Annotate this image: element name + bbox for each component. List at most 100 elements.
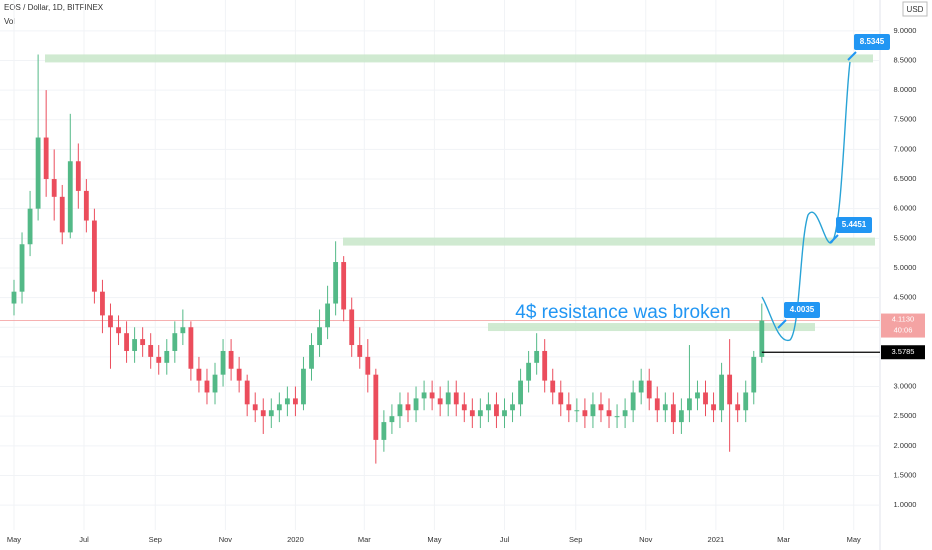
level-label: 8.5345 xyxy=(860,37,885,46)
candle-body xyxy=(759,320,765,357)
candle-body xyxy=(429,392,435,399)
y-tick-label: 5.0000 xyxy=(894,263,917,272)
candle-body xyxy=(284,398,290,405)
y-tick-label: 4.5000 xyxy=(894,293,917,302)
marked-price-tag xyxy=(881,345,925,360)
level-label: 5.4451 xyxy=(842,220,867,229)
candle-body xyxy=(510,404,515,411)
candle-body xyxy=(566,404,572,411)
x-tick-label: May xyxy=(847,535,861,544)
candle-body xyxy=(743,392,749,411)
candle-body xyxy=(43,137,49,180)
candle-body xyxy=(341,262,347,310)
candle-body xyxy=(124,333,129,351)
y-tick-label: 5.5000 xyxy=(894,233,917,242)
candle-body xyxy=(19,244,25,292)
projection-curve xyxy=(761,61,851,341)
candle-body xyxy=(51,179,57,197)
annotation: 4$ resistance was broken xyxy=(515,302,730,323)
level-callout xyxy=(854,34,890,50)
candle-body xyxy=(357,345,363,357)
candle-body xyxy=(132,339,138,351)
candle-body xyxy=(558,392,564,405)
candle-body xyxy=(188,327,194,369)
candle-body xyxy=(518,380,523,405)
candle-body xyxy=(116,327,121,334)
candle-body xyxy=(172,333,178,351)
candle-body xyxy=(91,220,97,292)
candle-body xyxy=(252,404,258,411)
x-tick-label: Sep xyxy=(149,535,162,544)
candle-body xyxy=(437,398,443,405)
chart-title: EOS / Dollar, 1D, BITFINEX xyxy=(4,3,104,12)
candle-body xyxy=(373,374,379,440)
candle-body xyxy=(156,356,162,363)
candle-body xyxy=(469,410,475,417)
candle-body xyxy=(276,404,282,411)
countdown: 40:06 xyxy=(894,326,913,335)
candle-body xyxy=(502,410,507,417)
y-tick-label: 7.5000 xyxy=(894,115,917,124)
last-price-tag xyxy=(881,313,925,338)
candle-body xyxy=(687,398,692,411)
callout-pointer xyxy=(847,51,857,61)
candle-body xyxy=(630,392,636,411)
volume-label: Vol xyxy=(4,17,15,26)
candle-body xyxy=(100,291,105,316)
candle-body xyxy=(228,350,234,369)
y-tick-label: 7.0000 xyxy=(894,144,917,153)
level-label: 4.0035 xyxy=(790,305,815,314)
candle-body xyxy=(11,291,17,304)
candle-body xyxy=(646,380,652,399)
x-tick-label: 2021 xyxy=(708,535,725,544)
candle-body xyxy=(654,398,660,411)
candle-body xyxy=(606,410,612,417)
candle-body xyxy=(301,368,306,405)
candle-body xyxy=(719,374,725,411)
candle-body xyxy=(236,368,242,381)
y-tick-label: 3.0000 xyxy=(894,382,917,391)
candle-body xyxy=(703,392,708,405)
x-tick-label: May xyxy=(7,535,21,544)
candle-body xyxy=(244,380,250,405)
y-tick-label: 8.0000 xyxy=(894,85,917,94)
candle-body xyxy=(196,368,202,381)
candle-body xyxy=(413,398,419,411)
candle-body xyxy=(212,374,218,393)
candle-body xyxy=(397,404,403,417)
candle-body xyxy=(309,345,314,369)
candle-body xyxy=(381,422,387,440)
candle-body xyxy=(477,410,483,417)
y-tick-label: 6.5000 xyxy=(894,174,917,183)
candle-body xyxy=(598,404,604,411)
y-tick-label: 8.5000 xyxy=(894,55,917,64)
currency-box xyxy=(902,1,928,17)
marked-price-label: 3.5785 xyxy=(892,347,915,356)
candle-body xyxy=(405,404,411,411)
candle-body xyxy=(108,315,113,328)
y-tick-label: 1.5000 xyxy=(894,470,917,479)
candle-body xyxy=(317,327,322,346)
resistance-zone xyxy=(45,54,873,63)
candle-body xyxy=(268,410,274,417)
resistance-zone xyxy=(343,237,875,246)
candle-body xyxy=(614,416,620,418)
x-tick-label: Jul xyxy=(500,535,510,544)
candle-body xyxy=(590,404,596,417)
candle-body xyxy=(140,339,146,346)
candle-body xyxy=(445,392,451,405)
candle-body xyxy=(582,410,588,417)
candle-body xyxy=(461,404,467,411)
candle-body xyxy=(333,262,339,304)
currency: USD xyxy=(907,5,924,14)
x-tick-label: Mar xyxy=(358,535,371,544)
y-tick-label: 6.0000 xyxy=(894,204,917,213)
level-callout xyxy=(784,302,820,318)
candle-body xyxy=(751,356,757,393)
x-tick-label: 2020 xyxy=(287,535,304,544)
candle-body xyxy=(550,380,556,393)
candle-body xyxy=(670,404,676,423)
candle-body xyxy=(365,356,371,375)
candle-body xyxy=(534,350,540,363)
